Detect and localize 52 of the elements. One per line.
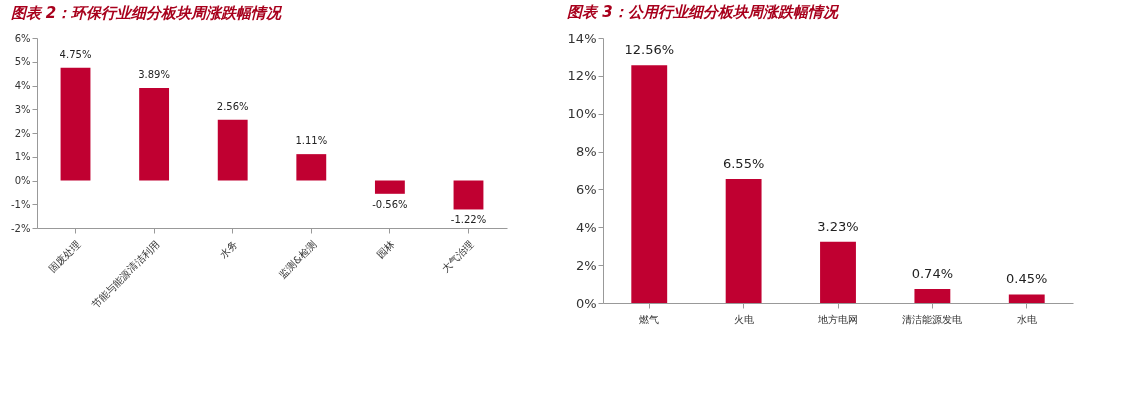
data-label: 6.55% xyxy=(722,156,765,172)
x-tick-label: 园林 xyxy=(375,238,397,261)
y-tick-label: 2% xyxy=(575,257,597,273)
data-label: 0.74% xyxy=(911,265,954,281)
y-tick-label: -1% xyxy=(11,198,31,210)
bar xyxy=(60,67,91,181)
x-tick-label: 地方电网 xyxy=(817,313,858,325)
data-label: 3.23% xyxy=(817,218,859,234)
y-tick-label: 1% xyxy=(14,151,31,163)
bar xyxy=(631,65,668,303)
y-tick-label: 5% xyxy=(14,56,31,68)
y-tick-label: 3% xyxy=(14,103,31,115)
y-tick-label: 10% xyxy=(567,106,597,122)
y-tick-label: 0% xyxy=(14,175,31,186)
y-tick-label: 12% xyxy=(567,68,597,84)
data-label: 1.11% xyxy=(295,135,328,147)
data-label: 0.45% xyxy=(1006,271,1048,287)
data-label: 12.56% xyxy=(624,42,675,58)
chart-title: 图表 2：环保行业细分板块周涨跌幅情况 xyxy=(10,4,284,22)
x-tick-label: 火电 xyxy=(733,313,754,325)
data-label: -1.22% xyxy=(450,214,487,226)
data-label: -0.56% xyxy=(372,198,408,210)
bar xyxy=(1008,294,1045,303)
bar xyxy=(296,154,327,181)
bar xyxy=(217,119,248,181)
bar xyxy=(820,241,856,303)
y-tick-label: 8% xyxy=(575,144,597,160)
x-tick-label: 水电 xyxy=(1016,313,1037,325)
y-tick-label: 4% xyxy=(575,219,597,235)
x-tick-label: 大气治理 xyxy=(439,238,476,275)
y-tick-label: 6% xyxy=(575,181,597,197)
bar xyxy=(725,179,762,303)
data-label: 2.56% xyxy=(216,100,249,112)
data-label: 3.89% xyxy=(138,69,170,81)
bar xyxy=(374,180,405,194)
y-tick-label: 2% xyxy=(14,127,31,139)
x-tick-label: 节能与能源清洁利用 xyxy=(89,238,162,311)
y-tick-label: 6% xyxy=(14,32,31,44)
chart-title: 图表 3：公用行业细分板块周涨跌幅情况 xyxy=(567,3,840,21)
y-tick-label: -2% xyxy=(11,222,31,234)
x-tick-label: 清洁能源发电 xyxy=(902,313,963,325)
bar xyxy=(139,88,170,181)
y-tick-label: 4% xyxy=(14,80,31,91)
y-tick-label: 14% xyxy=(567,30,597,46)
bar xyxy=(914,288,951,303)
data-label: 4.75% xyxy=(59,48,92,60)
x-tick-label: 监测&检测 xyxy=(276,238,319,281)
x-tick-label: 燃气 xyxy=(639,313,660,325)
x-tick-label: 固废处理 xyxy=(46,238,83,275)
x-tick-label: 水务 xyxy=(217,238,240,261)
y-tick-label: 0% xyxy=(575,295,597,311)
bar xyxy=(453,180,484,210)
